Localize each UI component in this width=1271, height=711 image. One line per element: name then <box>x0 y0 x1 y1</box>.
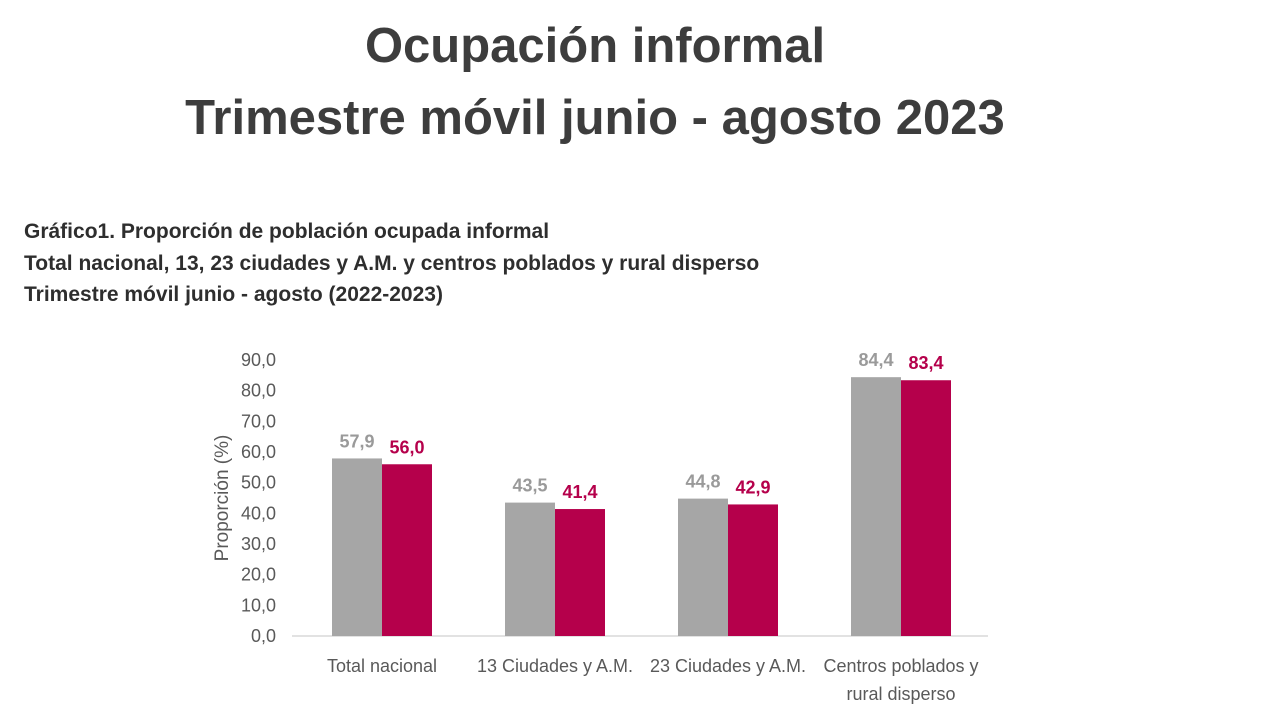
data-label-2022: 44,8 <box>685 472 720 492</box>
data-label-2023: 56,0 <box>389 437 424 457</box>
y-tick-label: 0,0 <box>251 626 276 646</box>
chart-heading-line2: Total nacional, 13, 23 ciudades y A.M. y… <box>24 252 760 275</box>
y-tick-label: 50,0 <box>241 473 276 493</box>
bar-2022 <box>332 458 382 636</box>
y-tick-label: 80,0 <box>241 381 276 401</box>
y-tick-label: 40,0 <box>241 503 276 523</box>
bar-2023 <box>728 504 778 636</box>
data-label-2023: 41,4 <box>562 482 597 502</box>
page-title-line2: Trimestre móvil junio - agosto 2023 <box>185 91 1005 145</box>
data-label-2022: 43,5 <box>512 476 547 496</box>
bar-2022 <box>851 377 901 636</box>
data-label-2022: 84,4 <box>858 350 893 370</box>
x-category-label: Centros poblados y <box>823 656 978 676</box>
x-category-label: Total nacional <box>327 656 437 676</box>
bar-2023 <box>901 380 951 636</box>
bar-2023 <box>555 509 605 636</box>
y-tick-label: 30,0 <box>241 534 276 554</box>
data-label-2023: 42,9 <box>735 477 770 497</box>
y-tick-label: 20,0 <box>241 565 276 585</box>
chart-heading-line1: Gráfico1. Proporción de población ocupad… <box>24 220 550 243</box>
bar-2022 <box>678 498 728 636</box>
bar-2023 <box>382 464 432 636</box>
chart-heading-line3: Trimestre móvil junio - agosto (2022-202… <box>24 283 443 306</box>
y-tick-label: 70,0 <box>241 411 276 431</box>
y-tick-label: 60,0 <box>241 442 276 462</box>
y-axis-title: Proporción (%) <box>212 435 233 562</box>
x-category-label: 13 Ciudades y A.M. <box>477 656 633 676</box>
bar-2022 <box>505 502 555 636</box>
y-tick-label: 10,0 <box>241 595 276 615</box>
y-tick-label: 90,0 <box>241 350 276 370</box>
x-category-label: 23 Ciudades y A.M. <box>650 656 806 676</box>
x-category-label: rural disperso <box>846 684 955 704</box>
page-title-line1: Ocupación informal <box>364 19 826 73</box>
data-label-2023: 83,4 <box>908 353 943 373</box>
data-label-2022: 57,9 <box>339 431 374 451</box>
